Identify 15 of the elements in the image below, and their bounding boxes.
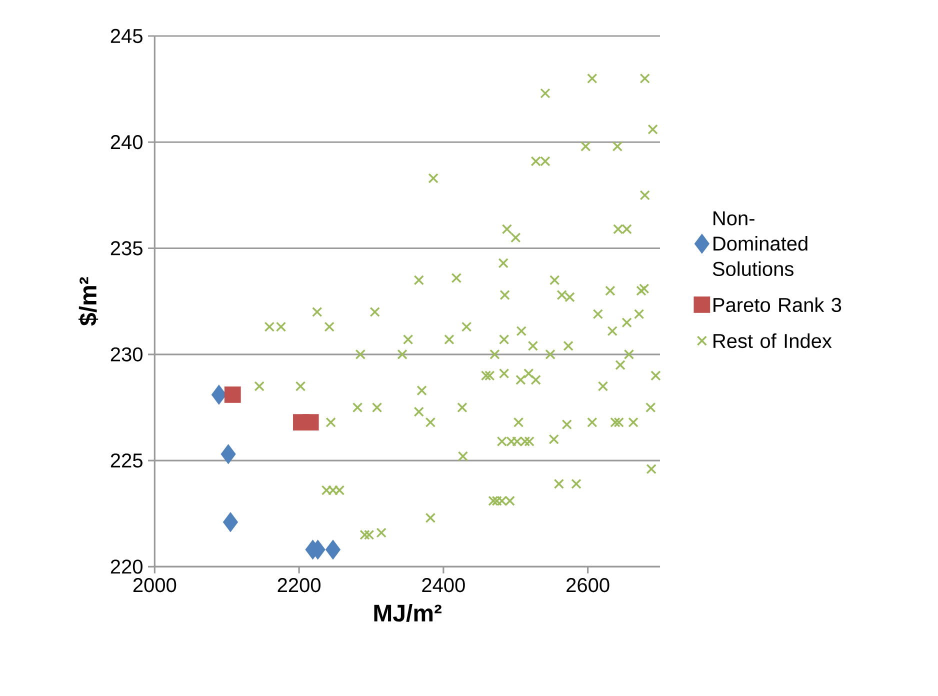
x-tick-label: 2600 <box>566 578 610 592</box>
x-axis-title: MJ/m² <box>374 604 442 622</box>
legend-label: Rest of Index <box>714 333 832 348</box>
y-axis-title: $/m² <box>78 277 98 326</box>
y-tick-label: 245 <box>110 28 142 44</box>
x-tick-label: 2000 <box>133 578 176 592</box>
y-tick-label: 235 <box>110 241 142 256</box>
legend-label: Pareto Rank 3 <box>714 297 842 312</box>
y-tick-label: 230 <box>110 347 142 362</box>
y-tick-label: 220 <box>110 560 142 574</box>
x-tick-label: 2200 <box>278 578 320 592</box>
y-tick-label: 225 <box>110 453 142 468</box>
legend-label: Non-Dominated Solutions <box>712 211 808 276</box>
y-tick-label: 240 <box>110 135 142 150</box>
x-tick-label: 2400 <box>422 578 465 592</box>
